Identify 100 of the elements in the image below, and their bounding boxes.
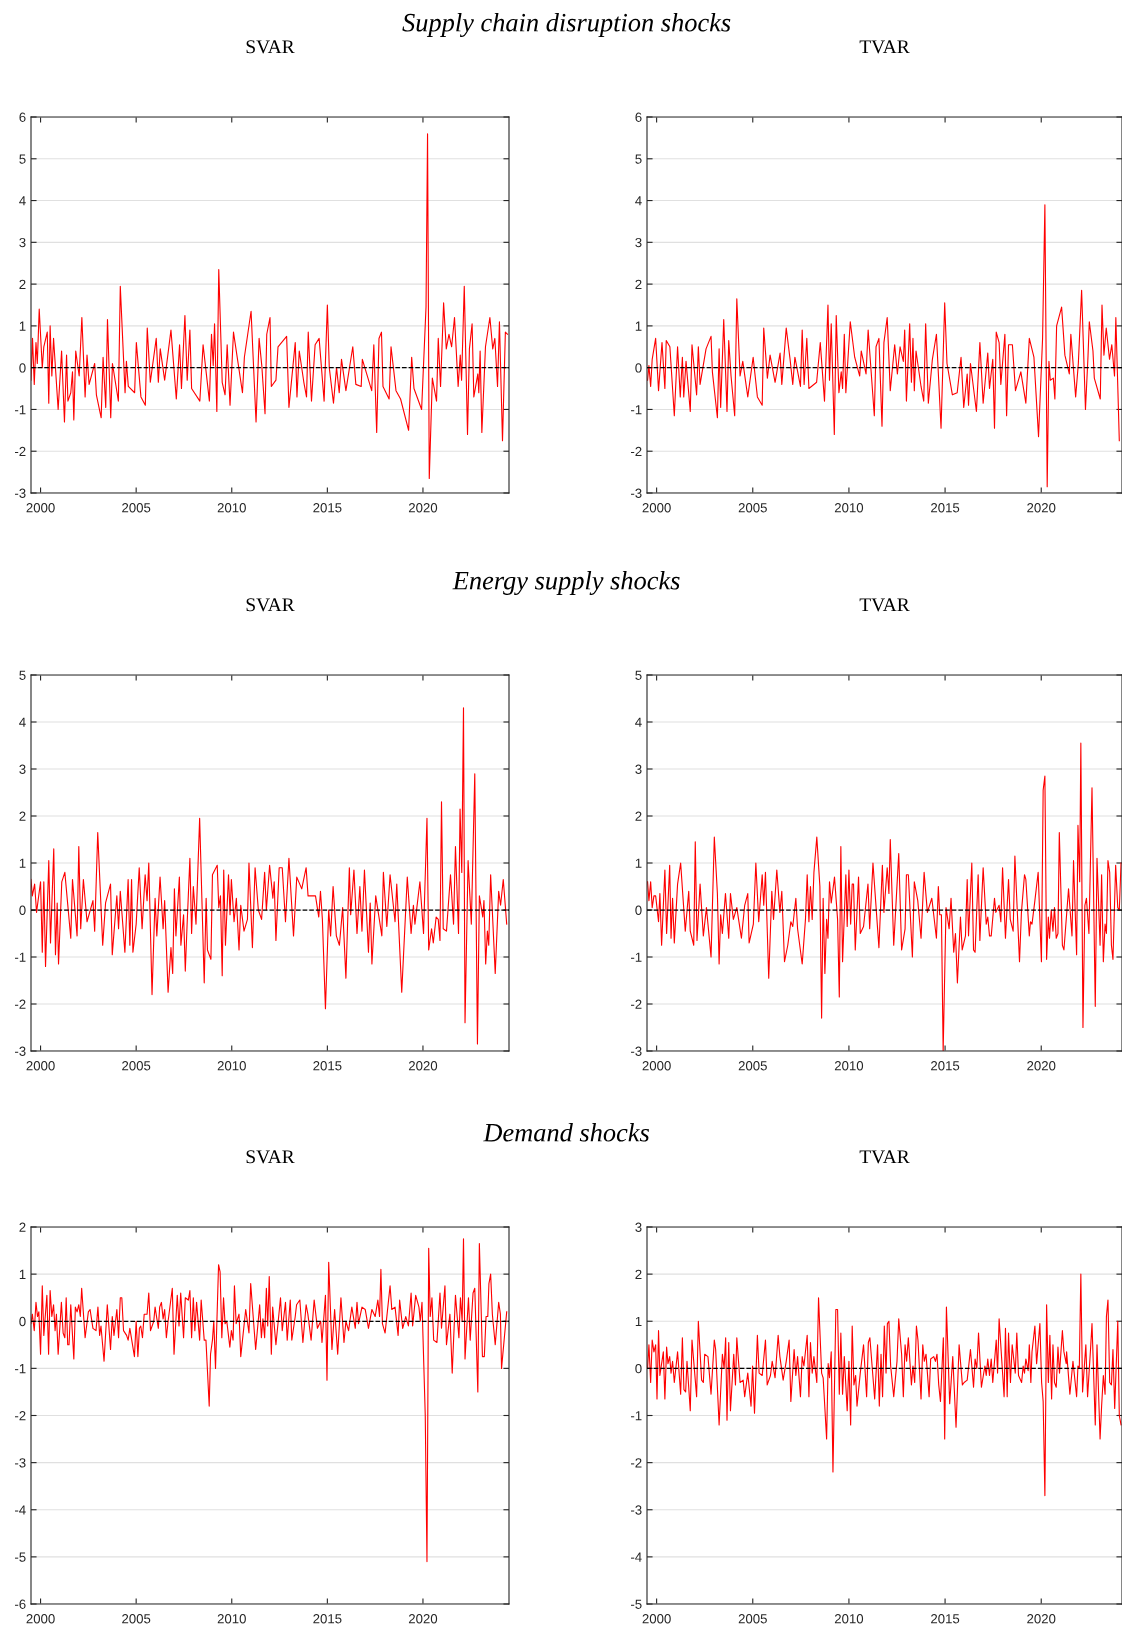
y-tick-label: -2 <box>14 999 26 1009</box>
x-tick-label: 2000 <box>26 1061 55 1071</box>
x-tick-label: 2010 <box>834 1061 864 1071</box>
x-tick-label: 2005 <box>122 1061 151 1071</box>
x-tick-label: 2015 <box>931 1614 960 1624</box>
x-tick-label: 2020 <box>408 1614 438 1624</box>
x-tick-label: 2005 <box>122 503 151 513</box>
x-tick-label: 2000 <box>642 1614 671 1624</box>
y-tick-label: 3 <box>19 764 26 774</box>
y-tick-label: 3 <box>19 237 26 248</box>
y-tick-label: 2 <box>635 279 642 289</box>
y-tick-label: -1 <box>14 405 26 415</box>
chart-title: TVAR <box>859 40 910 54</box>
line-series <box>647 204 1120 488</box>
x-tick-label: 2015 <box>313 503 342 513</box>
y-tick-label: 4 <box>19 196 26 206</box>
y-tick-label: 5 <box>19 154 26 164</box>
y-tick-label: -3 <box>630 488 642 498</box>
x-tick-label: 2020 <box>1027 1614 1056 1624</box>
y-tick-label: 2 <box>19 279 26 289</box>
y-tick-label: 1 <box>19 321 26 331</box>
chart-title: SVAR <box>246 40 295 54</box>
y-tick-label: -2 <box>14 446 26 456</box>
x-tick-label: 2010 <box>217 1061 246 1071</box>
text: Supply chain disruption shocks <box>402 13 731 37</box>
y-tick-label: 0 <box>635 1363 642 1374</box>
y-tick-label: 0 <box>19 905 26 915</box>
y-tick-label: 4 <box>635 196 642 206</box>
chart-title: SVAR <box>246 1150 295 1164</box>
y-tick-label: 2 <box>19 811 26 821</box>
x-tick-label: 2020 <box>408 1061 438 1071</box>
y-tick-label: 4 <box>19 717 26 727</box>
y-tick-label: 1 <box>635 1316 642 1327</box>
y-tick-label: -1 <box>14 952 26 962</box>
y-tick-label: -3 <box>14 488 26 498</box>
line-series <box>31 1238 508 1563</box>
y-tick-label: -1 <box>630 1411 642 1421</box>
line-series <box>31 707 508 1045</box>
y-tick-label: 6 <box>19 112 26 122</box>
y-tick-label: -2 <box>630 446 642 456</box>
y-tick-label: 0 <box>19 1316 26 1327</box>
y-tick-label: -1 <box>14 1364 26 1374</box>
y-tick-label: -4 <box>14 1505 26 1515</box>
y-tick-label: -3 <box>630 1046 642 1056</box>
x-tick-label: 2010 <box>217 503 246 513</box>
x-tick-label: 2020 <box>408 503 438 513</box>
text: Energy supply shocks <box>452 571 680 595</box>
x-tick-label: 2010 <box>217 1614 246 1624</box>
line-series <box>647 1273 1122 1497</box>
y-tick-label: -3 <box>14 1046 26 1056</box>
y-tick-label: 0 <box>635 905 642 915</box>
chart-title: SVAR <box>246 598 295 612</box>
y-tick-label: 4 <box>635 717 642 727</box>
y-tick-label: -2 <box>630 999 642 1009</box>
y-tick-label: 0 <box>635 363 642 373</box>
chart-title: TVAR <box>859 1150 910 1164</box>
y-tick-label: -1 <box>630 952 642 962</box>
y-tick-label: 5 <box>635 670 642 680</box>
y-tick-label: 2 <box>635 1269 642 1279</box>
x-tick-label: 2005 <box>738 1614 767 1624</box>
x-tick-label: 2000 <box>26 503 55 513</box>
x-tick-label: 2005 <box>738 1061 767 1071</box>
y-tick-label: -6 <box>14 1599 26 1609</box>
y-tick-label: -3 <box>630 1505 642 1515</box>
x-tick-label: 2015 <box>931 503 960 513</box>
line-series <box>31 133 509 479</box>
y-tick-label: 5 <box>635 154 642 164</box>
y-tick-label: 1 <box>635 858 642 868</box>
y-tick-label: -1 <box>630 405 642 415</box>
y-tick-label: -5 <box>630 1599 642 1609</box>
x-tick-label: 2000 <box>642 503 671 513</box>
x-tick-label: 2010 <box>834 1614 864 1624</box>
y-tick-label: 5 <box>19 670 26 680</box>
y-tick-label: 1 <box>19 858 26 868</box>
x-tick-label: 2015 <box>313 1614 342 1624</box>
x-tick-label: 2015 <box>931 1061 960 1071</box>
y-tick-label: 2 <box>635 811 642 821</box>
x-tick-label: 2005 <box>122 1614 151 1624</box>
x-tick-label: 2020 <box>1027 503 1056 513</box>
y-tick-label: -5 <box>14 1552 26 1562</box>
y-tick-label: 3 <box>635 237 642 248</box>
y-tick-label: 0 <box>19 363 26 373</box>
y-tick-label: 3 <box>635 764 642 774</box>
x-tick-label: 2000 <box>26 1614 55 1624</box>
x-tick-label: 2010 <box>834 503 864 513</box>
y-tick-label: -2 <box>14 1411 26 1421</box>
y-tick-label: -2 <box>630 1458 642 1468</box>
y-tick-label: -4 <box>630 1552 642 1562</box>
y-tick-label: 2 <box>19 1222 26 1232</box>
text: Demand shocks <box>483 1123 649 1142</box>
y-tick-label: 6 <box>635 112 642 122</box>
x-tick-label: 2020 <box>1027 1061 1056 1071</box>
y-tick-label: 1 <box>635 321 642 331</box>
chart-title: TVAR <box>859 598 910 612</box>
x-tick-label: 2015 <box>313 1061 342 1071</box>
x-tick-label: 2005 <box>738 503 767 513</box>
x-tick-label: 2000 <box>642 1061 671 1071</box>
y-tick-label: 3 <box>635 1222 642 1232</box>
y-tick-label: 1 <box>19 1269 26 1279</box>
y-tick-label: -3 <box>14 1458 26 1468</box>
